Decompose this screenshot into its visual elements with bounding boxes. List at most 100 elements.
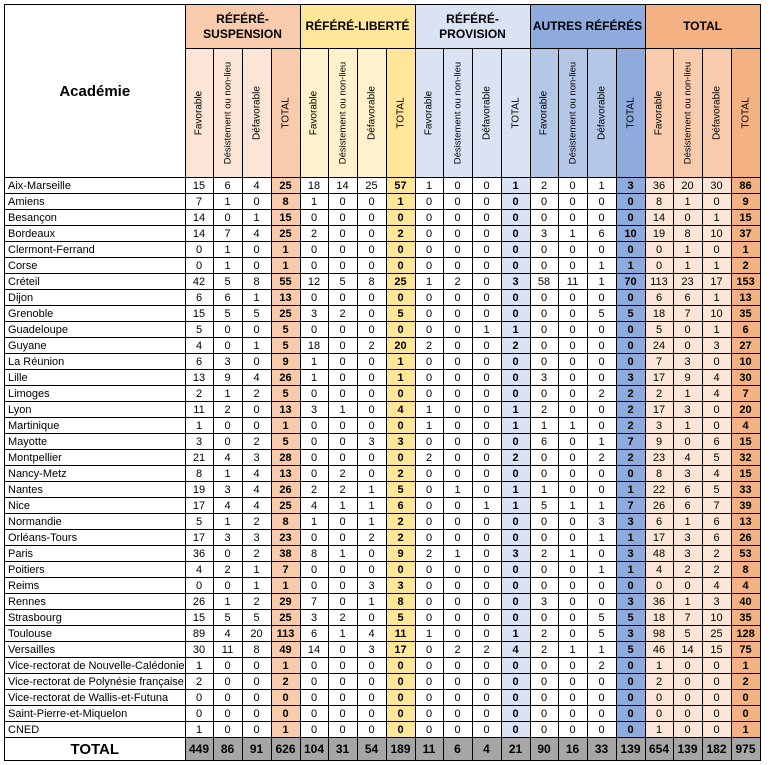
value-cell: 0 xyxy=(586,577,617,594)
value-cell: 0 xyxy=(471,209,502,226)
value-cell: 0 xyxy=(212,721,243,738)
value-cell: 0 xyxy=(241,417,272,434)
value-cell: 1 xyxy=(701,209,732,226)
table-row: Guadeloupe 5 0 0 5 0 0 0 0 0 0 1 1 0 0 0 0 5 0 1 6 xyxy=(4,321,761,338)
value-cell: 19 xyxy=(644,225,674,242)
value-cell: 0 xyxy=(327,657,358,674)
value-cell: 1 xyxy=(586,497,617,514)
value-cell: 0 xyxy=(327,705,358,722)
value-cell: 0 xyxy=(442,497,473,514)
row-total-cell: 5 xyxy=(615,641,646,658)
value-cell: 0 xyxy=(672,673,703,690)
value-cell: 1 xyxy=(241,577,272,594)
value-cell: 5 xyxy=(212,305,243,322)
value-cell: 1 xyxy=(557,225,588,242)
value-cell: 0 xyxy=(471,257,502,274)
value-cell: 0 xyxy=(414,321,444,338)
row-total-cell: 1 xyxy=(500,417,531,434)
value-cell: 1 xyxy=(586,273,617,290)
value-cell: 7 xyxy=(299,593,329,610)
value-cell: 36 xyxy=(644,177,674,194)
row-total-cell: 0 xyxy=(385,657,416,674)
row-total-cell: 0 xyxy=(500,609,531,626)
value-cell: 2 xyxy=(184,673,214,690)
row-total-cell: 0 xyxy=(615,657,646,674)
value-cell: 1 xyxy=(672,193,703,210)
value-cell: 0 xyxy=(471,401,502,418)
value-cell: 0 xyxy=(471,305,502,322)
value-cell: 5 xyxy=(184,321,214,338)
value-cell: 1 xyxy=(586,641,617,658)
grand-total-cell: 182 xyxy=(701,737,732,761)
value-cell: 3 xyxy=(701,593,732,610)
value-cell: 0 xyxy=(212,657,243,674)
value-cell: 0 xyxy=(529,449,559,466)
value-cell: 0 xyxy=(471,369,502,386)
value-cell: 2 xyxy=(529,545,559,562)
value-cell: 5 xyxy=(701,449,732,466)
subcolumn-header-autres-3: TOTAL xyxy=(615,48,646,178)
row-total-cell: 20 xyxy=(730,401,761,418)
value-cell: 5 xyxy=(241,609,272,626)
value-cell: 0 xyxy=(471,609,502,626)
value-cell: 0 xyxy=(442,657,473,674)
subcolumn-label: TOTAL xyxy=(740,97,752,129)
value-cell: 8 xyxy=(299,545,329,562)
value-cell: 0 xyxy=(442,673,473,690)
value-cell: 18 xyxy=(299,337,329,354)
value-cell: 0 xyxy=(529,657,559,674)
value-cell: 15 xyxy=(184,177,214,194)
row-total-cell: 2 xyxy=(385,513,416,530)
row-total-cell: 55 xyxy=(270,273,301,290)
value-cell: 2 xyxy=(644,385,674,402)
value-cell: 8 xyxy=(672,225,703,242)
value-cell: 14 xyxy=(184,209,214,226)
value-cell: 0 xyxy=(442,689,473,706)
value-cell: 0 xyxy=(414,225,444,242)
value-cell: 0 xyxy=(414,257,444,274)
value-cell: 0 xyxy=(471,577,502,594)
value-cell: 0 xyxy=(557,353,588,370)
value-cell: 11 xyxy=(557,273,588,290)
value-cell: 0 xyxy=(557,673,588,690)
value-cell: 0 xyxy=(557,529,588,546)
grand-total-cell: 189 xyxy=(385,737,416,761)
table-row: Strasbourg 15 5 5 25 3 2 0 5 0 0 0 0 0 0 5 5 18 7 10 35 xyxy=(4,609,761,626)
value-cell: 0 xyxy=(701,689,732,706)
table-row: Normandie 5 1 2 8 1 0 1 2 0 0 0 0 0 0 3 3 6 1 6 13 xyxy=(4,513,761,530)
row-total-cell: 1 xyxy=(270,241,301,258)
value-cell: 36 xyxy=(184,545,214,562)
value-cell: 19 xyxy=(184,481,214,498)
value-cell: 1 xyxy=(212,385,243,402)
value-cell: 8 xyxy=(241,273,272,290)
value-cell: 1 xyxy=(414,417,444,434)
row-total-cell: 0 xyxy=(270,705,301,722)
value-cell: 8 xyxy=(184,465,214,482)
grand-total-cell: 654 xyxy=(644,737,674,761)
row-total-cell: 15 xyxy=(730,465,761,482)
value-cell: 0 xyxy=(672,657,703,674)
value-cell: 0 xyxy=(356,705,387,722)
value-cell: 14 xyxy=(327,177,358,194)
row-total-cell: 23 xyxy=(270,529,301,546)
academie-name: Corse xyxy=(4,257,186,274)
row-total-cell: 7 xyxy=(615,497,646,514)
value-cell: 0 xyxy=(586,193,617,210)
row-total-cell: 0 xyxy=(500,305,531,322)
value-cell: 1 xyxy=(241,289,272,306)
subcolumn-label: Désistement ou non-lieu xyxy=(682,61,694,165)
value-cell: 0 xyxy=(442,593,473,610)
value-cell: 2 xyxy=(241,433,272,450)
value-cell: 0 xyxy=(414,385,444,402)
grand-total-cell: 4 xyxy=(471,737,502,761)
value-cell: 0 xyxy=(471,545,502,562)
value-cell: 3 xyxy=(529,369,559,386)
value-cell: 0 xyxy=(471,625,502,642)
value-cell: 0 xyxy=(557,657,588,674)
value-cell: 6 xyxy=(529,433,559,450)
value-cell: 2 xyxy=(529,177,559,194)
row-total-cell: 25 xyxy=(270,305,301,322)
value-cell: 0 xyxy=(327,561,358,578)
value-cell: 0 xyxy=(442,417,473,434)
subcolumn-label: Désistement ou non-lieu xyxy=(452,61,464,165)
